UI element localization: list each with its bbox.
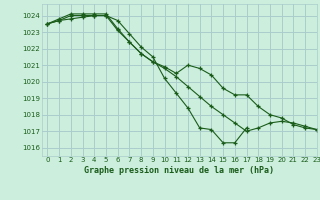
- X-axis label: Graphe pression niveau de la mer (hPa): Graphe pression niveau de la mer (hPa): [84, 166, 274, 175]
